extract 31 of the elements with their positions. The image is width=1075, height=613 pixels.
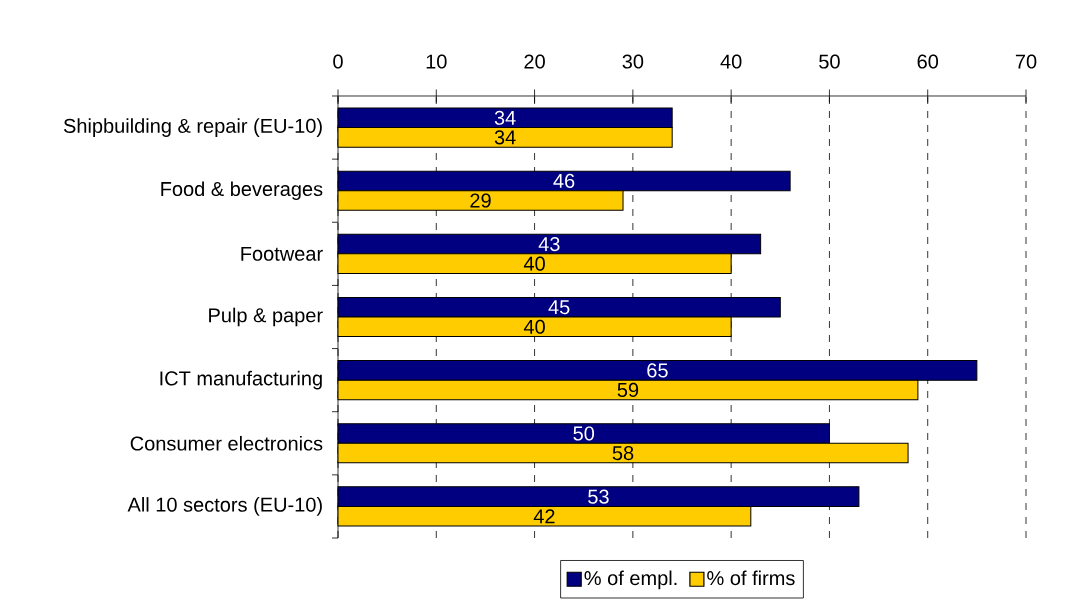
y-tick-label: All 10 sectors (EU-10) [127,497,322,516]
x-tick-label: 20 [524,54,545,69]
data-label: 42 [533,509,555,524]
data-label: 46 [553,173,575,188]
data-label: 58 [612,446,634,461]
x-tick-label: 40 [720,54,742,69]
x-tick-label: 70 [1015,54,1037,69]
data-label: 50 [573,426,595,441]
data-label: 43 [538,236,560,252]
x-tick-label: 30 [622,54,644,69]
x-tick-label: 50 [819,54,840,69]
x-tick-label: 0 [333,54,343,69]
data-label: 65 [647,363,668,378]
x-tick-label: 60 [917,54,939,69]
data-label: 45 [548,300,570,315]
y-tick-label: Food & beverages [161,181,323,201]
data-label: 40 [523,319,545,334]
y-tick-label: Footwear [241,246,323,261]
y-tick-label: ICT manufacturing [160,370,322,390]
data-label: 53 [588,489,609,504]
legend-label: % of firms [707,570,795,586]
data-label: 59 [617,382,639,397]
y-tick-label: Consumer electronics [130,435,323,451]
data-label: 34 [494,130,516,145]
y-tick-label: Pulp & paper [209,307,323,327]
data-label: 34 [494,110,516,125]
legend-label: % of empl. [584,570,677,590]
data-label: 40 [523,256,545,271]
x-tick-label: 10 [426,54,447,69]
data-label: 29 [470,193,491,208]
y-tick-label: Shipbuilding & repair (EU-10) [63,118,322,137]
